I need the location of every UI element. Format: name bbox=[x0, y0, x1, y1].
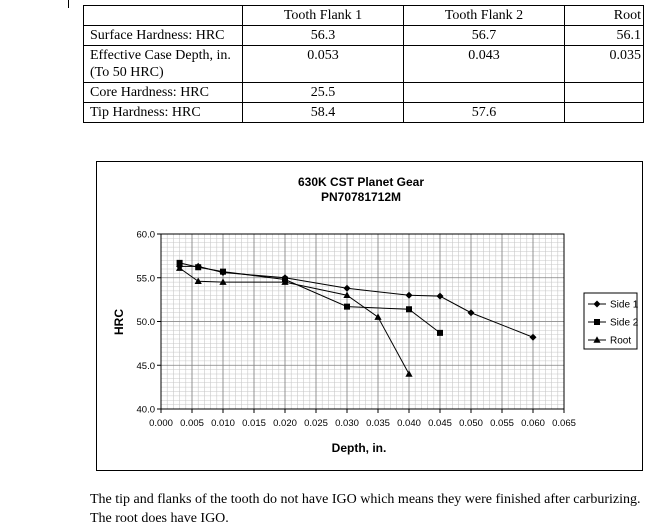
table-cell bbox=[564, 82, 644, 103]
row-label: Tip Hardness: HRC bbox=[83, 102, 243, 123]
x-tick-label: 0.055 bbox=[490, 418, 514, 429]
table-cell: 57.6 bbox=[403, 102, 565, 123]
data-point-side-2 bbox=[176, 259, 183, 266]
table-header-cell: Root bbox=[564, 5, 644, 26]
chart-title: 630K CST Planet Gear bbox=[298, 175, 424, 189]
table-cell: 0.043 bbox=[403, 45, 565, 83]
row-label: Core Hardness: HRC bbox=[83, 82, 243, 103]
data-point-root bbox=[374, 313, 382, 320]
legend-marker-root bbox=[593, 336, 601, 343]
data-point-root bbox=[281, 278, 289, 285]
legend-marker-side-1 bbox=[593, 300, 601, 308]
legend-label-side-2: Side 2 bbox=[610, 318, 639, 329]
row-label: Effective Case Depth, in. (To 50 HRC) bbox=[83, 45, 243, 83]
hardness-chart: 0.000 0.005 0.010 0.015 0.020 0.025 0.030 0.035… bbox=[96, 161, 643, 471]
data-point-side-1 bbox=[405, 291, 413, 299]
x-tick-label: 0.035 bbox=[366, 418, 390, 429]
x-tick-label: 0.060 bbox=[521, 418, 545, 429]
y-axis-label: HRC bbox=[112, 309, 126, 335]
table-cell bbox=[403, 82, 565, 103]
x-tick-label: 0.040 bbox=[397, 418, 421, 429]
series-line-root bbox=[179, 267, 410, 375]
x-tick-label: 0.050 bbox=[459, 418, 483, 429]
chart-canvas: 0.000 0.005 0.010 0.015 0.020 0.025 0.030 0.035… bbox=[112, 175, 639, 455]
x-tick-label: 0.025 bbox=[304, 418, 328, 429]
legend-label-root: Root bbox=[610, 336, 631, 347]
x-tick-label: 0.015 bbox=[242, 418, 266, 429]
x-axis-label: Depth, in. bbox=[332, 441, 387, 455]
data-point-side-1 bbox=[343, 284, 351, 292]
chart-grid bbox=[160, 233, 565, 410]
chart-series bbox=[176, 259, 537, 377]
data-point-root bbox=[194, 277, 202, 285]
table-cell bbox=[564, 102, 644, 123]
data-point-root bbox=[405, 370, 413, 377]
legend-marker-side-2 bbox=[594, 319, 600, 325]
table-cell: 56.1 bbox=[564, 25, 644, 46]
table-row: Effective Case Depth, in. (To 50 HRC) 0.… bbox=[83, 45, 644, 83]
data-point-side-2 bbox=[437, 329, 443, 336]
margin-corner-mark bbox=[68, 0, 69, 8]
data-point-side-2 bbox=[344, 303, 350, 310]
table-row: Tip Hardness: HRC 58.4 57.6 bbox=[83, 102, 644, 123]
table-header-row: Tooth Flank 1 Tooth Flank 2 Root bbox=[83, 5, 644, 26]
row-label: Surface Hardness: HRC bbox=[83, 25, 243, 46]
table-cell: 58.4 bbox=[242, 102, 404, 123]
body-paragraph: The tip and flanks of the tooth do not h… bbox=[90, 492, 641, 526]
table-cell: 0.035 bbox=[564, 45, 644, 83]
table-header-cell: Tooth Flank 1 bbox=[242, 5, 404, 26]
table-header-cell bbox=[83, 5, 243, 26]
table-cell: 0.053 bbox=[242, 45, 404, 83]
data-point-root bbox=[219, 278, 227, 285]
data-point-root bbox=[176, 264, 184, 271]
data-point-root bbox=[343, 291, 351, 299]
x-tick-label: 0.020 bbox=[273, 418, 297, 429]
x-tick-label: 0.030 bbox=[335, 418, 359, 429]
data-point-side-2 bbox=[220, 268, 226, 275]
chart-subtitle: PN70781712M bbox=[321, 190, 401, 204]
table-header-cell: Tooth Flank 2 bbox=[403, 5, 565, 26]
x-tick-label: 0.000 bbox=[149, 418, 173, 429]
chart-legend: Side 1 Side 2 Root bbox=[583, 292, 639, 350]
hardness-table: Tooth Flank 1 Tooth Flank 2 Root Surface… bbox=[83, 5, 644, 123]
data-point-side-1 bbox=[467, 309, 475, 317]
x-tick-label: 0.005 bbox=[180, 418, 204, 429]
data-point-side-1 bbox=[529, 333, 537, 341]
y-tick-label: 50.0 bbox=[137, 317, 156, 328]
table-cell: 56.3 bbox=[242, 25, 404, 46]
table-row: Surface Hardness: HRC 56.3 56.7 56.1 bbox=[83, 25, 644, 46]
y-tick-label: 40.0 bbox=[137, 405, 156, 416]
y-tick-label: 45.0 bbox=[137, 361, 156, 372]
x-tick-label: 0.045 bbox=[428, 418, 452, 429]
page-top-edge bbox=[0, 0, 661, 2]
table-cell: 56.7 bbox=[403, 25, 565, 46]
x-tick-label: 0.065 bbox=[552, 418, 576, 429]
y-tick-label: 55.0 bbox=[137, 273, 156, 284]
y-tick-label: 60.0 bbox=[137, 230, 156, 241]
chart-axes: 0.000 0.005 0.010 0.015 0.020 0.025 0.030 0.035… bbox=[137, 230, 576, 430]
table-cell: 25.5 bbox=[242, 82, 404, 103]
x-tick-label: 0.010 bbox=[211, 418, 235, 429]
table-row: Core Hardness: HRC 25.5 bbox=[83, 82, 644, 103]
data-point-side-2 bbox=[406, 306, 412, 313]
data-point-side-1 bbox=[436, 292, 444, 300]
data-point-side-2 bbox=[195, 264, 202, 271]
legend-label-side-1: Side 1 bbox=[610, 300, 639, 311]
